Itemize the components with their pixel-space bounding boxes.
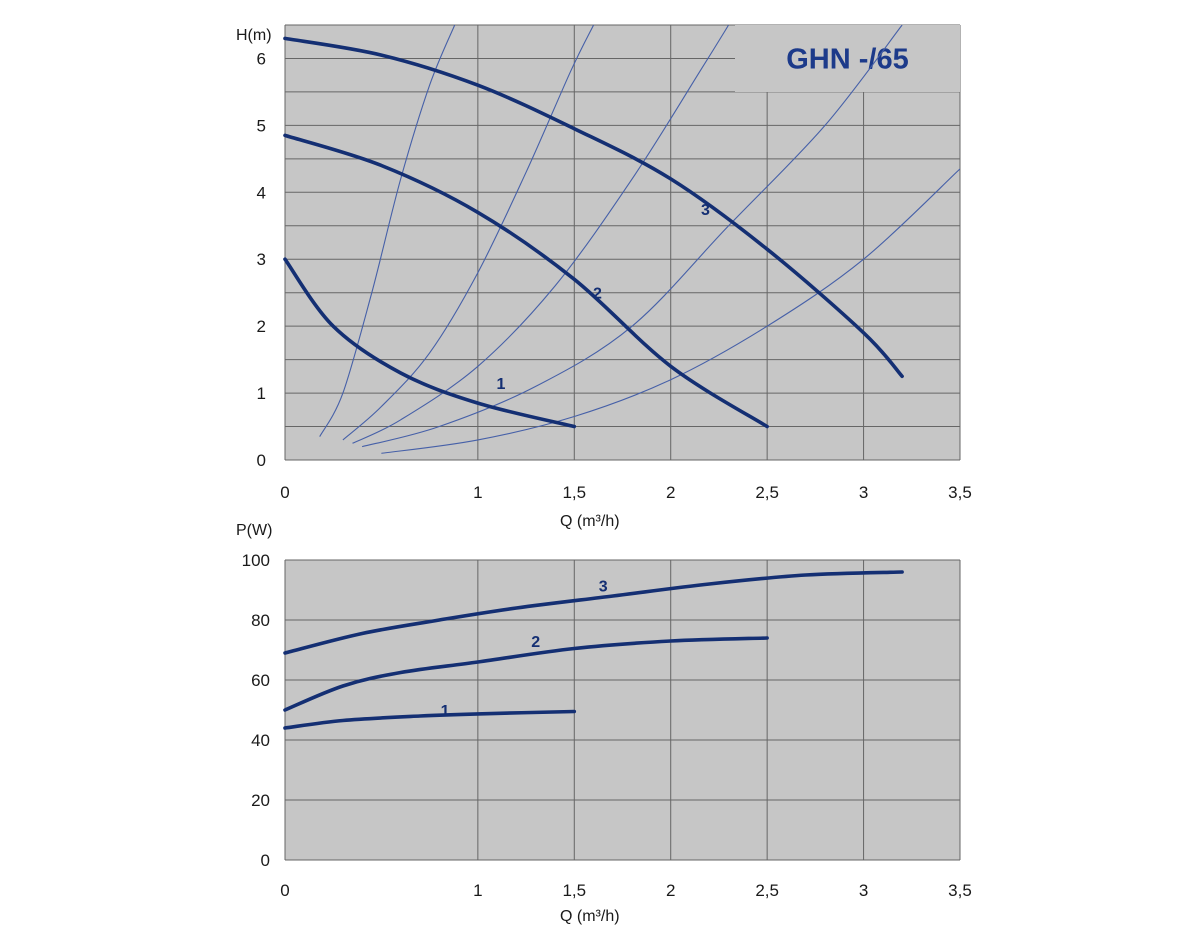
y-tick-label: 40 [251,731,270,750]
x-tick-label: 1,5 [562,483,586,502]
curve-label-1: 1 [497,376,506,393]
head-chart: GHN -/65 1 2 3 0 1 1,5 2 2,5 3 3,5 0 1 2 3 4 5 6 H(m) Q (m³… [236,24,972,530]
system-curve [319,25,456,437]
x-tick-label: 0 [280,483,289,502]
y-tick-label: 6 [257,49,266,68]
y-tick-label: 20 [251,791,270,810]
x-tick-label: 3 [859,881,868,900]
system-curves [319,25,960,454]
y-tick-label: 5 [257,116,266,135]
y-tick-label: 3 [257,250,266,269]
curve-speed-3 [283,570,904,655]
y-axis-label: P(W) [236,522,272,539]
y-tick-label: 80 [251,611,270,630]
power-chart: 1 2 3 0 1 1,5 2 2,5 3 3,5 0 20 40 60 80 100 P(W) Q (m³/h) [236,522,972,925]
y-tick-label: 1 [257,384,266,403]
chart-title: GHN -/65 [786,44,908,76]
title-box [735,25,960,92]
x-tick-label: 0 [280,881,289,900]
system-curve [381,168,960,454]
curve-speed-2 [283,133,769,429]
grid [284,559,961,861]
x-tick-label: 2 [666,483,675,502]
plot-area [285,560,960,860]
x-tick-label: 3,5 [948,483,972,502]
system-curve [361,25,903,448]
x-tick-label: 2,5 [755,881,779,900]
x-tick-label: 2,5 [755,483,779,502]
curve-speed-1 [283,257,577,429]
x-tick-label: 1 [473,483,482,502]
y-tick-label: 2 [257,317,266,336]
x-tick-label: 1,5 [562,881,586,900]
curve-speed-2 [283,636,769,712]
system-curve [342,25,595,441]
y-axis-label: H(m) [236,27,272,44]
curve-label-2: 2 [531,634,540,651]
y-tick-label: 0 [261,851,270,870]
curve-label-2: 2 [593,286,602,303]
x-axis-label: Q (m³/h) [560,513,620,530]
x-axis-label: Q (m³/h) [560,908,620,925]
x-tick-label: 3 [859,483,868,502]
x-tick-label: 1 [473,881,482,900]
y-tick-label: 60 [251,671,270,690]
y-tick-label: 100 [242,551,270,570]
y-tick-label: 0 [257,451,266,470]
x-tick-label: 2 [666,881,675,900]
curve-speed-3 [283,36,904,379]
curve-label-3: 3 [599,579,608,596]
system-curve [352,25,730,444]
curve-label-1: 1 [441,703,450,720]
curve-label-3: 3 [701,202,710,219]
y-tick-label: 4 [257,183,266,202]
curve-speed-1 [283,709,577,730]
x-tick-label: 3,5 [948,881,972,900]
